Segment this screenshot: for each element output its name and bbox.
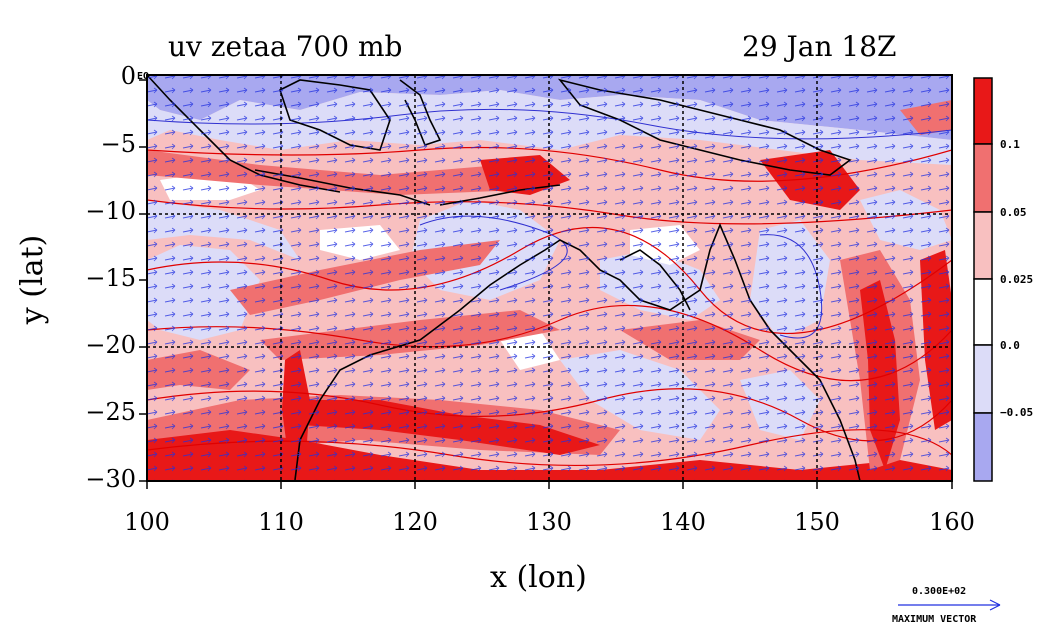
- colorbar-label-0.0: 0.0: [1000, 339, 1020, 352]
- y-tick-neg5: −5: [100, 130, 136, 158]
- equator-label: EQ: [137, 71, 150, 82]
- y-tick-0: 0: [120, 62, 136, 90]
- x-tick-130: 130: [526, 508, 572, 536]
- vector-key-value: 0.300E+02: [912, 586, 967, 597]
- y-tick-neg15: −15: [85, 264, 136, 292]
- y-tick-neg10: −10: [85, 197, 136, 225]
- vector-key-label: MAXIMUM VECTOR: [892, 614, 977, 625]
- colorbar-label-neg0.05: −0.05: [1000, 406, 1034, 419]
- colorbar: [973, 77, 993, 482]
- x-axis-label: x (lon): [490, 560, 587, 595]
- x-tick-120: 120: [392, 508, 438, 536]
- vector-key-arrow: [898, 599, 1001, 611]
- x-tick-150: 150: [794, 508, 840, 536]
- y-axis-label: y (lat): [15, 234, 51, 325]
- colorbar-label-0.1: 0.1: [1000, 138, 1020, 151]
- map-date: 29 Jan 18Z: [742, 30, 897, 63]
- x-tick-140: 140: [660, 508, 706, 536]
- x-tick-160: 160: [929, 508, 975, 536]
- lat-lon-grid: [147, 75, 952, 481]
- map-title: uv zetaa 700 mb: [168, 30, 403, 63]
- colorbar-label-0.025: 0.025: [1000, 273, 1034, 286]
- x-tick-100: 100: [124, 508, 170, 536]
- x-tick-110: 110: [258, 508, 304, 536]
- y-tick-neg30: −30: [85, 465, 136, 493]
- y-tick-neg25: −25: [85, 398, 136, 426]
- y-tick-neg20: −20: [85, 331, 136, 359]
- colorbar-label-0.05: 0.05: [1000, 206, 1027, 219]
